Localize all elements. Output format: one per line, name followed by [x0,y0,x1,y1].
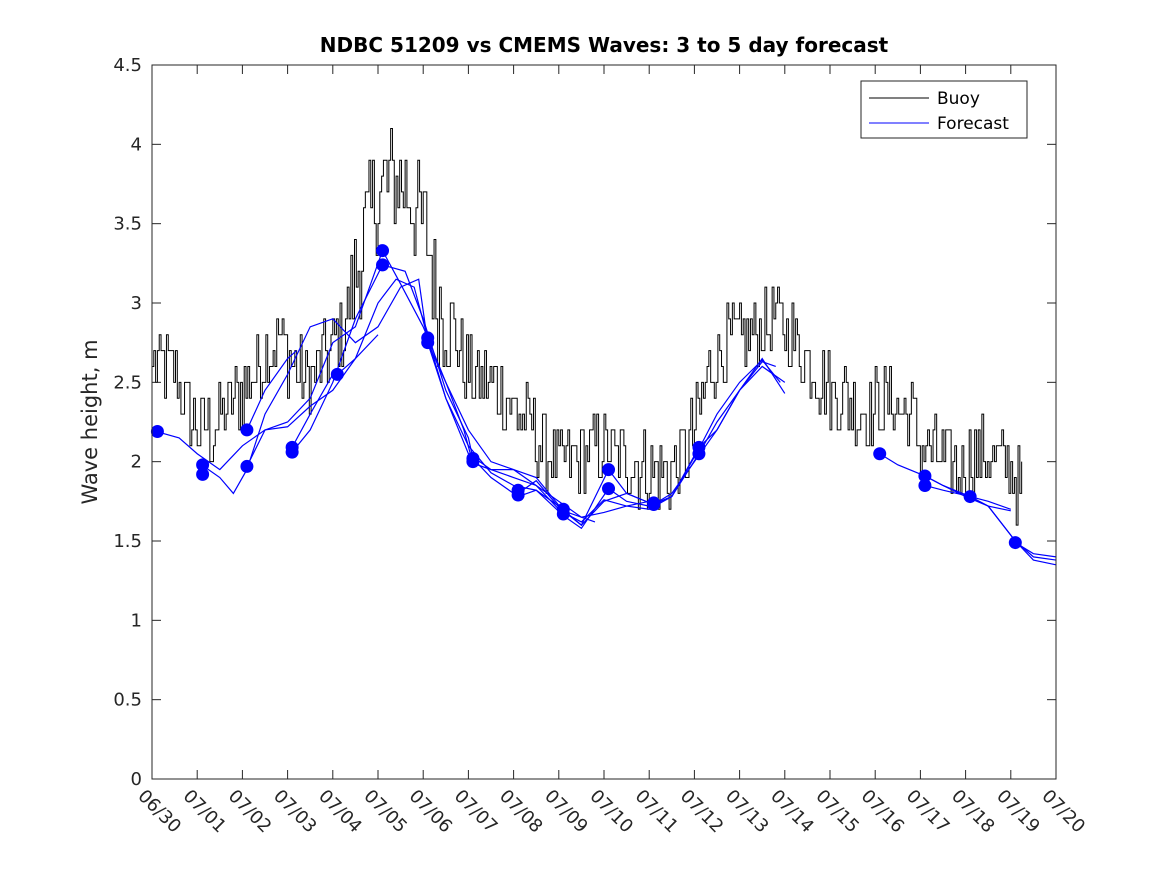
y-tick-label: 4 [131,134,142,155]
forecast-marker-18 [602,463,616,477]
forecast-marker-3 [240,423,254,437]
x-tick-label: 07/10 [585,786,637,838]
forecast-marker-11 [421,336,435,350]
forecast-marker-4 [240,459,254,473]
forecast-marker-17 [556,507,570,521]
buoy-series-line [152,127,1023,526]
forecast-marker-27 [963,490,977,504]
forecast-marker-13 [466,455,480,469]
series-layer [150,127,1057,566]
y-axis-label: Wave height, m [78,339,102,504]
forecast-marker-23 [692,447,706,461]
x-tick-label: 07/09 [540,786,592,838]
x-tick-label: 07/20 [1037,786,1089,838]
legend-box [860,80,1028,139]
y-tick-label: 4.5 [113,55,142,76]
forecast-series-line-0 [156,278,596,523]
x-tick-label: 07/18 [947,786,999,838]
forecast-marker-19 [602,482,616,496]
y-tick-label: 0.5 [113,690,142,711]
forecast-marker-8 [376,244,390,258]
legend-label-buoy: Buoy [937,89,980,109]
x-tick-label: 07/13 [721,786,773,838]
x-tick-label: 07/03 [269,786,321,838]
legend[interactable]: Buoy Forecast [860,80,1028,139]
y-tick-label: 3 [131,293,142,314]
chart-title: NDBC 51209 vs CMEMS Waves: 3 to 5 day fo… [320,33,889,57]
y-tick-label: 2 [131,452,142,473]
y-tick-label: 3.5 [113,214,142,235]
x-tick-label: 07/15 [811,786,863,838]
x-tick-label: 07/17 [902,786,954,838]
forecast-marker-28 [1008,536,1022,550]
x-tick-label: 07/16 [857,786,909,838]
forecast-marker-9 [376,258,390,272]
forecast-marker-1 [196,458,210,472]
forecast-marker-25 [918,469,932,483]
legend-label-forecast: Forecast [937,114,1009,134]
y-tick-label: 0 [131,769,142,790]
forecast-marker-2 [196,467,210,481]
x-tick-label: 07/06 [405,786,457,838]
y-tick-label: 1 [131,610,142,631]
x-tick-label: 07/08 [495,786,547,838]
x-tick-label: 07/04 [314,786,366,838]
forecast-marker-21 [647,498,661,512]
forecast-series-line-2 [246,350,298,431]
forecast-series-line-12 [1015,542,1057,558]
forecast-marker-6 [285,445,299,459]
x-tick-label: 07/01 [179,786,231,838]
forecast-marker-26 [918,478,932,492]
forecast-marker-7 [330,367,344,381]
x-tick-label: 07/19 [992,786,1044,838]
x-tick-label: 07/05 [359,786,411,838]
y-tick-label: 1.5 [113,531,142,552]
x-tick-label: 07/07 [450,786,502,838]
x-tick-label: 06/30 [133,786,185,838]
x-tick-label: 07/11 [631,786,683,838]
forecast-marker-15 [511,488,525,502]
y-axis: 0 0.5 1 1.5 2 2.5 3 3.5 4 4.5 [113,55,1056,790]
x-tick-label: 07/12 [676,786,728,838]
forecast-marker-0 [150,425,164,439]
x-tick-label: 07/02 [224,786,276,838]
forecast-marker-24 [873,447,887,461]
x-tick-label: 07/14 [766,786,818,838]
y-tick-label: 2.5 [113,372,142,393]
